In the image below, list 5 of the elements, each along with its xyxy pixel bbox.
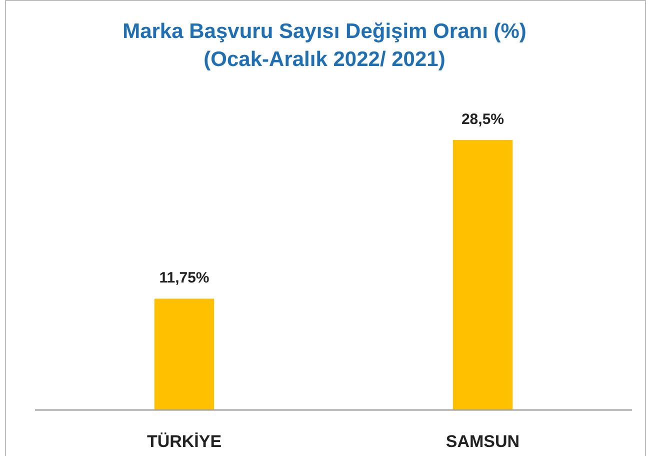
- x-tick-label: TÜRKİYE: [146, 432, 222, 451]
- chart-title: Marka Başvuru Sayısı Değişim Oranı (%) (Ocak-Aralık 2022/ 2021): [122, 20, 526, 71]
- data-label: 11,75%: [159, 270, 210, 287]
- x-tick-label: SAMSUN: [446, 432, 520, 451]
- data-label: 28,5%: [461, 111, 504, 128]
